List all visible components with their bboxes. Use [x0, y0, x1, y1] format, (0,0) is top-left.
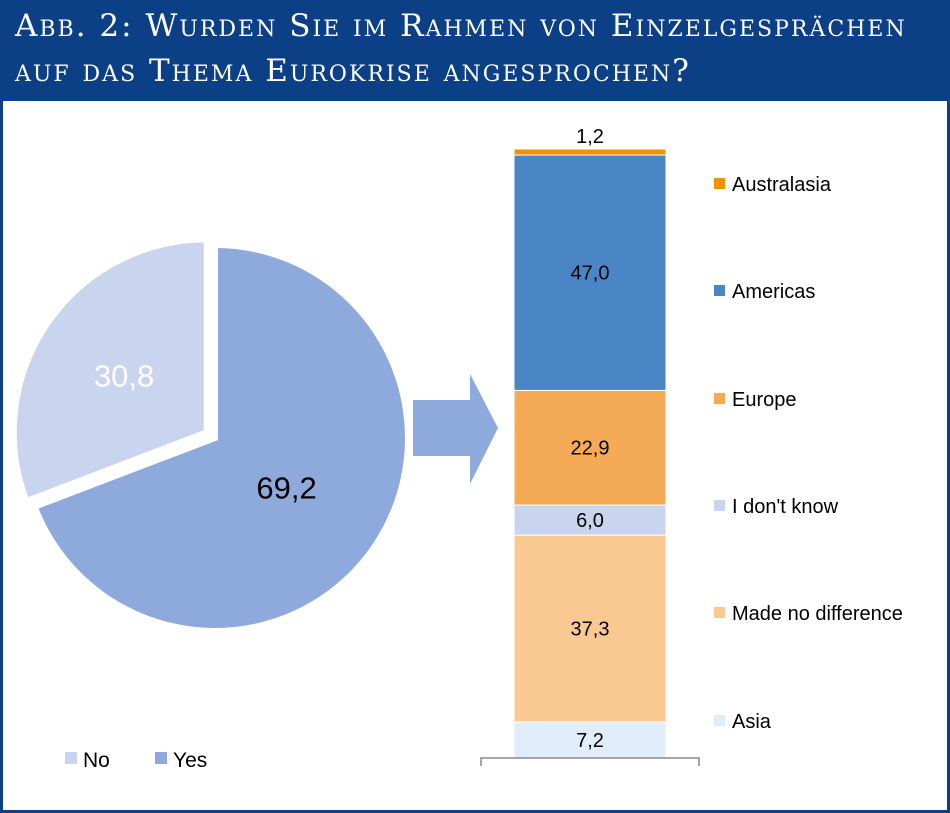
bar-segment-australasia	[513, 148, 667, 156]
pie-label-yes: 69,2	[256, 470, 316, 505]
bar-axis-line	[480, 757, 700, 766]
legend-label-europe: Europe	[732, 389, 797, 411]
legend-label-yes: Yes	[173, 749, 207, 772]
figure-title-line-2: auf das Thema Eurokrise angesprochen?	[15, 53, 691, 89]
bar-segment-asia	[513, 721, 667, 759]
pie-slice-no	[10, 236, 210, 505]
bar-segment-europe	[513, 389, 667, 506]
bar-segment-americas	[513, 154, 667, 391]
legend-swatch-americas	[714, 285, 725, 296]
legend-swatch-made-no-difference	[714, 607, 725, 618]
bar-label-americas: 47,0	[571, 263, 610, 285]
bar-label-europe: 22,9	[571, 438, 610, 460]
legend-swatch-australasia	[714, 178, 725, 189]
bar-segment-made-no-difference	[513, 534, 667, 723]
bar-label-asia: 7,2	[576, 730, 604, 752]
bar-segment-i-don-t-know	[513, 504, 667, 536]
title-banner: Abb. 2: Wurden Sie im Rahmen von Einzelg…	[3, 3, 947, 101]
legend-swatch-yes	[155, 752, 167, 764]
legend-label-no: No	[83, 749, 110, 772]
bar-label-australasia: 1,2	[576, 126, 604, 148]
arrow-shape	[413, 374, 498, 484]
figure-title-line-1: Abb. 2: Wurden Sie im Rahmen von Einzelg…	[15, 8, 907, 44]
legend-swatch-i-don-t-know	[714, 500, 725, 511]
legend-label-australasia: Australasia	[732, 174, 832, 196]
legend-label-americas: Americas	[732, 281, 815, 303]
legend-label-asia: Asia	[732, 711, 772, 733]
legend-swatch-no	[65, 752, 77, 764]
legend-swatch-asia	[714, 715, 725, 726]
legend-swatch-europe	[714, 393, 725, 404]
bar-label-made-no-difference: 37,3	[571, 619, 610, 641]
pie-label-no: 30,8	[94, 358, 154, 393]
legend-label-made-no-difference: Made no difference	[732, 603, 903, 625]
pie-slice-yes	[30, 241, 411, 634]
legend-label-i-don-t-know: I don't know	[732, 496, 839, 518]
bar-label-i-don-t-know: 6,0	[576, 510, 604, 532]
